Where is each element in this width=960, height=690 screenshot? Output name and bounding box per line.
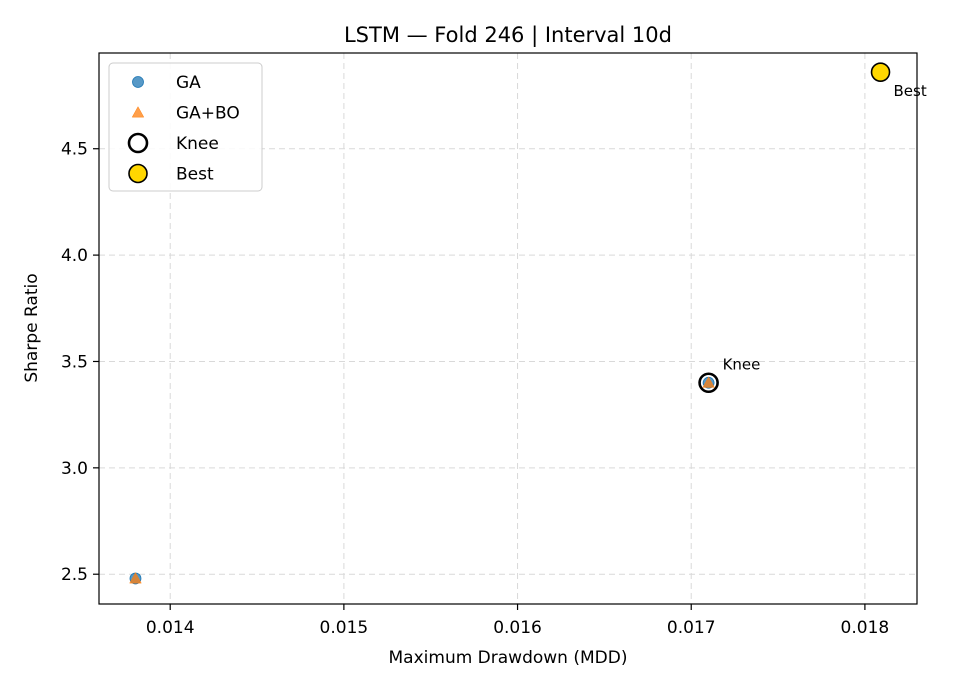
- marker-shape: [131, 106, 145, 118]
- marker-shape: [132, 76, 144, 88]
- point-knee: [698, 372, 719, 394]
- legend-box: [108, 62, 263, 192]
- x-axis-label: Maximum Drawdown (MDD): [389, 648, 628, 668]
- y-tick-label: 3.0: [61, 459, 88, 479]
- x-tick-label: 0.014: [146, 618, 195, 638]
- legend-label: Knee: [176, 134, 219, 154]
- x-tick-label: 0.015: [320, 618, 369, 638]
- marker-shape: [127, 132, 149, 154]
- marker-shape: [702, 376, 715, 388]
- chart-title: LSTM — Fold 246 | Interval 10d: [344, 23, 672, 48]
- legend: GA GA+BO Knee Best: [108, 62, 263, 192]
- y-tick-label: 3.5: [61, 352, 88, 372]
- legend-marker-ga-bo: [131, 106, 145, 118]
- point-best: [870, 62, 891, 82]
- y-axis-label: Sharpe Ratio: [22, 273, 42, 382]
- point-ga-bo: [702, 376, 715, 388]
- x-tick-label: 0.017: [667, 618, 716, 638]
- y-tick-label: 4.0: [61, 246, 88, 266]
- legend-marker-knee: [127, 132, 149, 154]
- marker-shape: [870, 62, 891, 82]
- annotations: Knee Best: [723, 82, 927, 374]
- marker-shape: [128, 163, 148, 184]
- y-axis-ticks: 2.5 3.0 3.5 4.0 4.5: [61, 140, 99, 585]
- x-axis-ticks: 0.014 0.015 0.016 0.017 0.018: [146, 604, 889, 638]
- plot-frame: [98, 52, 918, 605]
- legend-label: Best: [176, 165, 214, 185]
- legend-label: GA+BO: [176, 104, 240, 124]
- marker-shape: [698, 372, 719, 394]
- grid: [99, 53, 917, 604]
- annotation-knee: Knee: [723, 356, 761, 374]
- x-tick-label: 0.016: [493, 618, 542, 638]
- point-ga-bo: [129, 572, 142, 584]
- data-points: [129, 62, 891, 585]
- x-tick-label: 0.018: [841, 618, 890, 638]
- legend-marker-best: [128, 163, 148, 184]
- y-tick-label: 4.5: [61, 140, 88, 160]
- legend-label: GA: [176, 73, 201, 93]
- y-tick-label: 2.5: [61, 565, 88, 585]
- legend-marker-ga: [132, 76, 144, 88]
- annotation-best: Best: [894, 82, 927, 100]
- marker-shape: [129, 572, 142, 584]
